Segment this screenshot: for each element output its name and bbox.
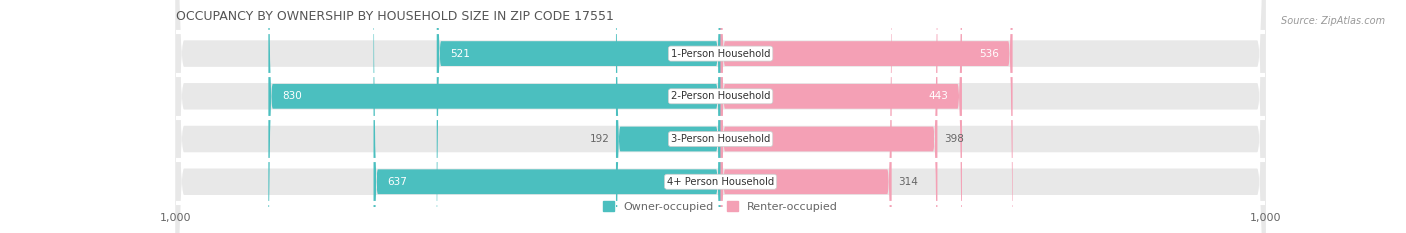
FancyBboxPatch shape (437, 0, 721, 233)
FancyBboxPatch shape (176, 0, 1265, 233)
Text: 443: 443 (928, 91, 948, 101)
FancyBboxPatch shape (269, 0, 721, 233)
Legend: Owner-occupied, Renter-occupied: Owner-occupied, Renter-occupied (599, 197, 842, 216)
Text: 3-Person Household: 3-Person Household (671, 134, 770, 144)
Text: 536: 536 (979, 49, 1000, 58)
FancyBboxPatch shape (374, 0, 721, 233)
Text: 521: 521 (450, 49, 470, 58)
Text: 1-Person Household: 1-Person Household (671, 49, 770, 58)
FancyBboxPatch shape (721, 0, 962, 233)
FancyBboxPatch shape (616, 0, 721, 233)
FancyBboxPatch shape (176, 0, 1265, 233)
Text: 192: 192 (589, 134, 609, 144)
FancyBboxPatch shape (721, 0, 1012, 233)
FancyBboxPatch shape (721, 0, 891, 233)
Text: 637: 637 (387, 177, 406, 187)
Text: OCCUPANCY BY OWNERSHIP BY HOUSEHOLD SIZE IN ZIP CODE 17551: OCCUPANCY BY OWNERSHIP BY HOUSEHOLD SIZE… (176, 10, 613, 23)
Text: 2-Person Household: 2-Person Household (671, 91, 770, 101)
Text: Source: ZipAtlas.com: Source: ZipAtlas.com (1281, 16, 1385, 26)
FancyBboxPatch shape (176, 0, 1265, 233)
Text: 830: 830 (283, 91, 302, 101)
FancyBboxPatch shape (721, 0, 938, 233)
Text: 4+ Person Household: 4+ Person Household (666, 177, 775, 187)
FancyBboxPatch shape (176, 0, 1265, 233)
Text: 398: 398 (943, 134, 965, 144)
Text: 314: 314 (898, 177, 918, 187)
